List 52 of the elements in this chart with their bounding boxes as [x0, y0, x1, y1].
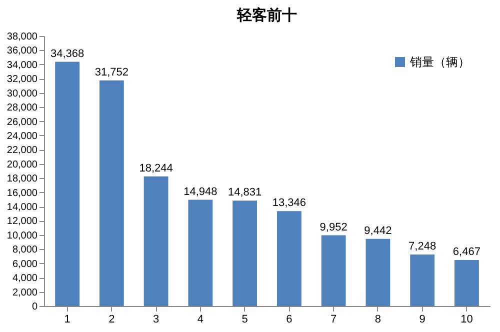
data-label: 9,442 [364, 224, 392, 237]
data-label: 14,831 [228, 186, 262, 199]
y-tick-label: 4,000 [12, 273, 38, 284]
y-tick-label: 32,000 [6, 74, 38, 86]
x-tick-label: 5 [242, 314, 248, 326]
x-tick-label: 10 [460, 314, 473, 326]
y-tick-label: 38,000 [6, 32, 38, 42]
data-label: 9,952 [320, 221, 348, 234]
data-label: 34,368 [50, 48, 84, 60]
data-label: 6,467 [452, 246, 480, 258]
bar [188, 200, 213, 306]
y-tick-label: 14,000 [6, 202, 38, 214]
bar [276, 211, 302, 306]
legend-label: 销量（辆） [409, 55, 470, 69]
y-tick-label: 36,000 [6, 46, 38, 57]
y-tick-label: 16,000 [6, 188, 38, 199]
x-tick-label: 4 [197, 314, 204, 326]
x-tick-label: 3 [152, 314, 160, 326]
data-label: 18,244 [139, 162, 173, 174]
data-label: 13,346 [272, 197, 306, 210]
y-tick-label: 0 [32, 302, 38, 312]
bar [99, 80, 124, 306]
y-tick-label: 20,000 [6, 159, 38, 170]
y-tick-label: 2,000 [12, 287, 38, 298]
bar [232, 200, 258, 306]
y-tick-label: 34,000 [6, 60, 38, 71]
bar [144, 176, 168, 306]
bar [55, 62, 80, 306]
data-label: 7,248 [408, 240, 436, 252]
data-label: 14,948 [184, 186, 218, 198]
y-tick-label: 22,000 [6, 145, 38, 156]
y-tick-label: 28,000 [6, 102, 38, 114]
y-tick-label: 18,000 [6, 174, 38, 185]
y-tick-label: 10,000 [6, 230, 38, 242]
bar [454, 260, 479, 306]
x-tick-label: 1 [64, 314, 70, 326]
bar [410, 254, 435, 306]
y-tick-label: 12,000 [6, 216, 38, 228]
x-tick-label: 8 [374, 314, 382, 326]
y-tick-label: 8,000 [12, 244, 38, 256]
y-tick-label: 30,000 [6, 88, 38, 100]
y-tick-label: 24,000 [6, 130, 38, 142]
x-tick-label: 7 [330, 314, 337, 326]
x-tick-label: 2 [108, 314, 115, 326]
x-tick-label: 9 [419, 314, 426, 326]
y-tick-label: 6,000 [12, 258, 38, 270]
bar [321, 235, 346, 306]
bar [366, 238, 390, 306]
data-label: 31,752 [94, 66, 129, 78]
chart-title: 轻客前十 [236, 6, 297, 24]
x-tick-label: 6 [286, 314, 292, 326]
y-tick-label: 26,000 [6, 116, 38, 128]
